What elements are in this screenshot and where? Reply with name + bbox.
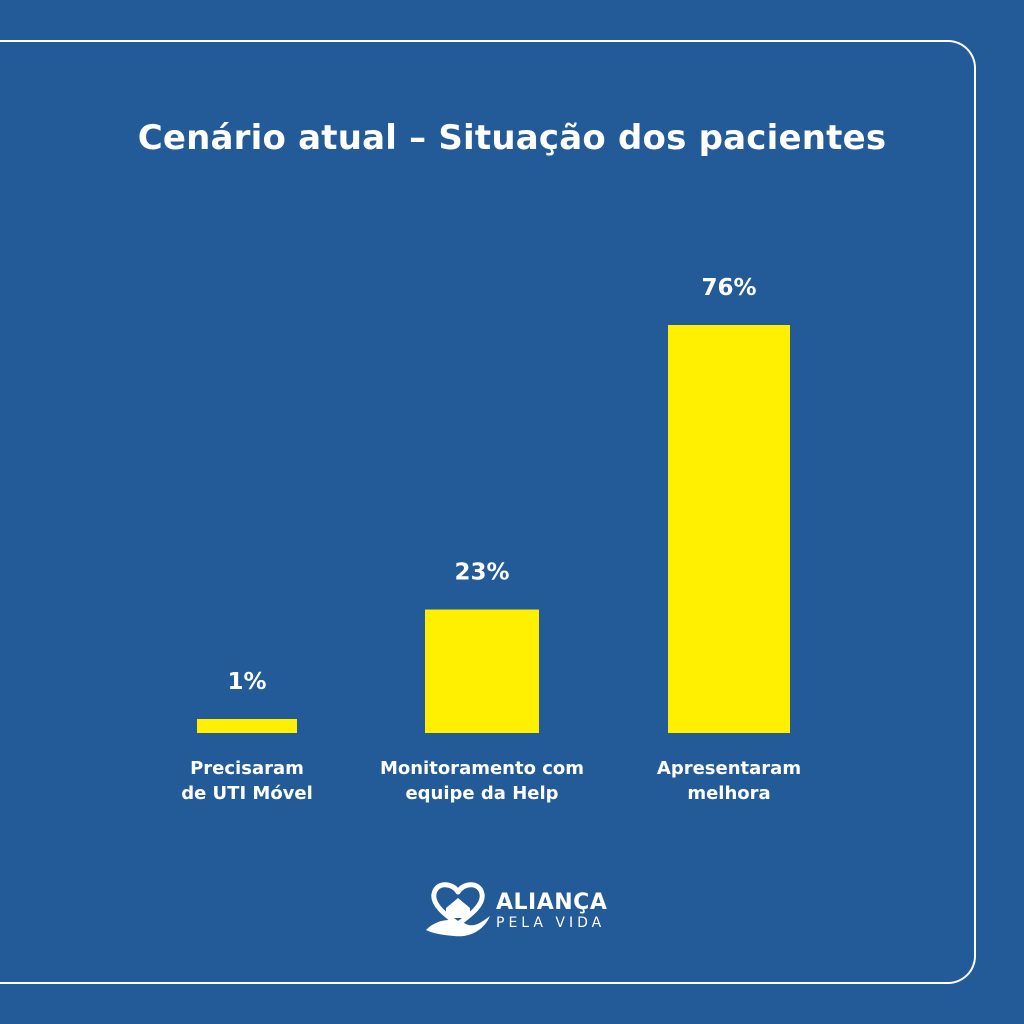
value-label-2: 23% [454, 560, 509, 586]
brand-logo: ALIANÇA PELA VIDA [424, 878, 608, 942]
category-label-2-line-1: Monitoramento com [380, 758, 584, 779]
bar-2 [425, 609, 539, 733]
bar-1 [197, 719, 297, 733]
category-label-1-line-1: Precisaram [190, 758, 304, 779]
value-label-1: 1% [227, 669, 266, 695]
chart-title: Cenário atual – Situação dos pacientes [137, 118, 887, 158]
brand-tagline: PELA VIDA [496, 915, 606, 931]
category-label-2-line-2: equipe da Help [405, 783, 558, 804]
bar-3 [668, 325, 790, 733]
heart-hands-logo-icon [426, 882, 490, 937]
content-frame [0, 40, 976, 984]
category-label-3-line-1: Apresentaram [657, 758, 801, 779]
brand-name: ALIANÇA [496, 890, 608, 915]
category-label-1-line-2: de UTI Móvel [181, 783, 313, 804]
category-label-3-line-2: melhora [687, 783, 770, 804]
value-label-3: 76% [701, 275, 756, 301]
